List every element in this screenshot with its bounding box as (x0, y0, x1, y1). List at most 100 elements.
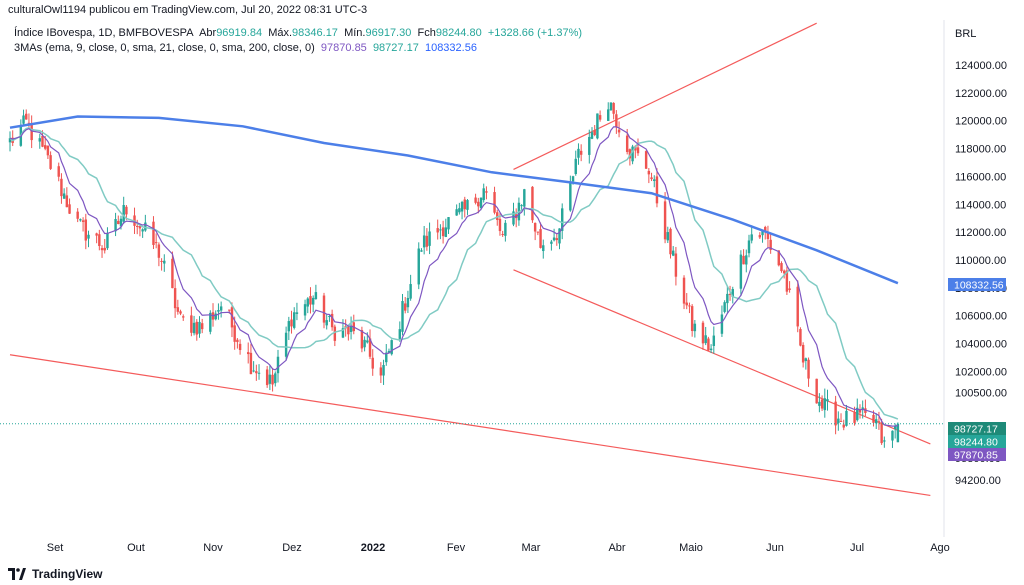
x-tick-label-9: Jun (766, 542, 784, 554)
candle-body (723, 302, 726, 312)
candle-body (114, 219, 117, 232)
price-badge-ema9 (948, 448, 1006, 461)
candle-body (436, 228, 439, 233)
candle-body (653, 179, 656, 182)
candle-body (62, 193, 66, 199)
candle-body (644, 151, 648, 169)
candle-body (880, 422, 883, 444)
candle-body (631, 146, 634, 162)
candle-body (401, 301, 404, 332)
candle-body (671, 250, 675, 256)
trendline-1 (513, 269, 931, 445)
close-value: 98244.80 (435, 27, 482, 39)
candle-body (493, 192, 496, 213)
candle-body (157, 244, 161, 258)
y-tick-label-9: 114000.00 (955, 199, 1006, 211)
candle-body (758, 235, 762, 238)
candle-body (198, 321, 201, 334)
candle-body (769, 239, 772, 250)
candle-body (160, 260, 163, 262)
candle-body (290, 319, 293, 327)
candle-body (274, 373, 277, 384)
x-tick-label-2: Nov (203, 542, 223, 554)
sma200-value: 108332.56 (424, 42, 477, 54)
candle-body (512, 211, 515, 225)
candle-body (341, 328, 345, 338)
candle-body (555, 238, 559, 241)
candle-body (68, 204, 71, 214)
candle-body (709, 348, 713, 351)
y-tick-label-13: 122000.00 (955, 88, 1007, 100)
candle-body (314, 292, 318, 300)
candle-body (615, 114, 618, 127)
candle-body (233, 325, 236, 342)
candle-body (485, 191, 488, 193)
sma21-value: 98727.17 (372, 42, 419, 54)
price-badge-label-close: 98244.80 (954, 437, 998, 449)
candle-body (447, 217, 450, 230)
change-value: +1328.66 (+1.37%) (487, 27, 583, 39)
trendline-0 (9, 354, 931, 497)
candle-body (103, 247, 106, 251)
time-axis: Set Out Nov Dez 2022 Fev Mar Abr Maio Jun Jul Ago (47, 542, 950, 554)
candle-body (801, 344, 805, 363)
price-badge-sma200 (948, 278, 1006, 291)
candle-body (777, 250, 780, 266)
candle-body (371, 357, 374, 369)
candle-body (636, 147, 640, 154)
sma21-line (9, 126, 899, 420)
candle-body (877, 421, 881, 423)
symbol-label: Índice IBovespa, 1D, BMFBOVESPA (14, 27, 194, 39)
candle-body (360, 330, 364, 349)
candle-body (856, 407, 859, 421)
candle-body (119, 218, 123, 227)
candle-body (141, 229, 144, 232)
candle-body (106, 233, 109, 249)
candle-body (690, 306, 694, 331)
sma200-line (9, 115, 899, 285)
candle-body (872, 414, 875, 423)
candle-body (98, 234, 101, 247)
candle-body (152, 221, 155, 245)
candle-body (609, 102, 613, 111)
candle-body (761, 230, 764, 236)
candle-body (747, 240, 751, 254)
candle-body (379, 367, 383, 376)
candle-body (100, 248, 104, 251)
candle-body (498, 218, 502, 232)
candle-body (458, 208, 461, 213)
candle-body (41, 135, 44, 147)
candle-body (117, 220, 120, 225)
candle-body (688, 305, 691, 307)
candle-body (861, 407, 864, 410)
candle-body (579, 150, 583, 155)
candle-body (858, 409, 862, 413)
candle-body (482, 188, 485, 201)
candle-body (558, 228, 561, 244)
open-value: 96919.84 (216, 27, 263, 39)
price-badge-label-sma21: 98727.17 (954, 424, 998, 436)
candle-body (257, 372, 261, 374)
candle-body (463, 199, 466, 210)
candle-body (333, 326, 337, 341)
candle-body (750, 234, 753, 241)
price-badge-label-ema9: 97870.85 (954, 450, 998, 462)
attribution-text: culturalOwl1194 publicou em TradingView.… (8, 4, 368, 16)
candle-body (284, 332, 288, 357)
candle-body (366, 340, 369, 343)
candle-body (617, 129, 621, 133)
candle-body (780, 263, 783, 272)
candle-body (287, 321, 291, 332)
candle-body (349, 325, 353, 332)
candle-body (536, 231, 540, 233)
candle-body (764, 227, 767, 233)
candle-body (804, 358, 808, 362)
y-tick-label-4: 104000.00 (955, 339, 1007, 351)
candle-body (87, 234, 90, 239)
candle-body (523, 189, 526, 207)
low-value: 96917.30 (365, 27, 412, 39)
candle-body (276, 356, 280, 374)
price-badge-label-sma200: 108332.56 (954, 280, 1004, 292)
